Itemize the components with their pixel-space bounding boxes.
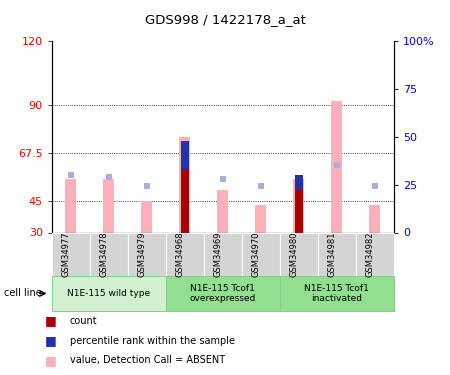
Bar [180, 141, 189, 232]
Bar [369, 205, 380, 232]
Text: GSM34978: GSM34978 [100, 231, 109, 277]
Text: GSM34982: GSM34982 [366, 231, 375, 277]
Text: N1E-115 Tcof1
overexpressed: N1E-115 Tcof1 overexpressed [189, 284, 256, 303]
Text: ■: ■ [45, 374, 57, 375]
Bar [295, 190, 303, 232]
Text: GSM34981: GSM34981 [328, 231, 337, 277]
Text: cell line: cell line [4, 288, 42, 298]
Text: percentile rank within the sample: percentile rank within the sample [70, 336, 235, 345]
Text: N1E-115 wild type: N1E-115 wild type [67, 289, 150, 298]
Bar [295, 175, 303, 190]
Bar [179, 137, 190, 232]
Text: ■: ■ [45, 354, 57, 367]
Bar [255, 205, 266, 232]
Bar [103, 179, 114, 232]
Bar [141, 201, 153, 232]
Bar [180, 141, 189, 169]
Text: GDS998 / 1422178_a_at: GDS998 / 1422178_a_at [144, 13, 306, 26]
Text: N1E-115 Tcof1
inactivated: N1E-115 Tcof1 inactivated [304, 284, 369, 303]
Text: ■: ■ [45, 314, 57, 327]
Text: GSM34977: GSM34977 [62, 231, 71, 277]
Bar [217, 190, 229, 232]
Text: GSM34980: GSM34980 [290, 231, 299, 277]
Text: GSM34979: GSM34979 [138, 231, 147, 277]
Bar [331, 101, 342, 232]
Text: value, Detection Call = ABSENT: value, Detection Call = ABSENT [70, 356, 225, 365]
Bar [65, 179, 77, 232]
Bar [293, 179, 305, 232]
Text: ■: ■ [45, 334, 57, 347]
Text: count: count [70, 316, 97, 326]
Text: GSM34970: GSM34970 [252, 231, 261, 277]
Text: GSM34969: GSM34969 [214, 231, 223, 277]
Text: GSM34968: GSM34968 [176, 231, 185, 277]
